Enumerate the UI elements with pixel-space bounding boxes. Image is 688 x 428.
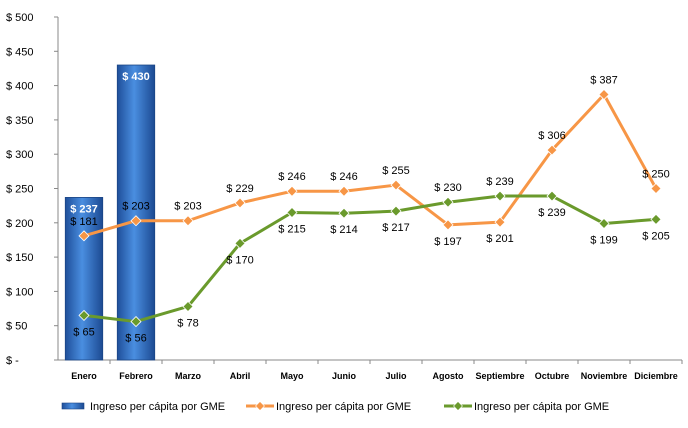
legend-label: Ingreso per cápita por GME — [90, 401, 225, 413]
legend-label: Ingreso per cápita por GME — [276, 401, 411, 413]
line-data-label: $ 230 — [434, 182, 462, 194]
line-data-label: $ 214 — [330, 224, 358, 236]
data-point — [338, 207, 350, 219]
line-data-label: $ 78 — [177, 317, 198, 329]
y-tick-label: $ 200 — [6, 218, 34, 230]
data-point — [650, 182, 662, 195]
line-data-label: $ 239 — [486, 176, 514, 188]
y-tick-label: $ 450 — [6, 46, 34, 58]
line-data-label: $ 250 — [642, 169, 670, 181]
axes: $ - $ 50 $ 100 $ 150 $ 200 $ 250 $ 300 $ 350 $ 4… — [6, 12, 683, 381]
data-point — [546, 190, 558, 202]
series-line — [83, 93, 658, 238]
data-point — [598, 88, 610, 101]
x-tick-label: Abril — [230, 371, 251, 381]
line-data-label: $ 217 — [382, 222, 410, 234]
data-point — [494, 190, 506, 202]
line-data-label: $ 181 — [70, 216, 98, 228]
y-tick-label: $ 50 — [6, 321, 27, 333]
x-tick-label: Mayo — [280, 371, 304, 381]
data-point — [494, 216, 506, 228]
data-point — [338, 185, 350, 197]
data-point — [442, 219, 454, 231]
y-tick-label: $ - — [6, 355, 19, 367]
data-point — [234, 197, 246, 209]
x-tick-label: Febrero — [119, 371, 153, 381]
data-point — [78, 309, 90, 321]
line-data-label: $ 203 — [122, 201, 150, 213]
line-series — [78, 88, 662, 328]
y-tick-label: $ 100 — [6, 286, 34, 298]
line-data-label: $ 387 — [590, 75, 618, 87]
x-tick-label: Octubre — [535, 371, 570, 381]
x-tick-label: Junio — [332, 371, 357, 381]
x-tick-label: Enero — [71, 371, 97, 381]
legend-swatch-marker — [255, 401, 265, 411]
data-point — [442, 196, 454, 208]
y-tick-label: $ 350 — [6, 115, 34, 127]
line-data-label: $ 65 — [73, 326, 94, 338]
data-point — [286, 206, 298, 219]
data-point — [130, 316, 142, 328]
x-tick-label: Diciembre — [634, 371, 678, 381]
data-point — [598, 217, 610, 230]
data-point — [650, 213, 662, 225]
line-data-label: $ 229 — [226, 183, 254, 195]
bar-data-label: $ 430 — [122, 71, 150, 83]
line-data-label: $ 306 — [538, 130, 566, 142]
series-line — [83, 194, 657, 324]
x-tick-label: Marzo — [175, 371, 202, 381]
line-data-label: $ 56 — [125, 333, 146, 345]
line-data-label: $ 215 — [278, 224, 306, 236]
data-point — [130, 215, 142, 227]
line-data-label: $ 197 — [434, 236, 462, 248]
y-tick-label: $ 300 — [6, 149, 34, 161]
data-point — [546, 144, 558, 156]
legend-swatch-marker — [453, 401, 463, 411]
line-data-label: $ 201 — [486, 233, 514, 245]
x-tick-label: Agosto — [433, 371, 464, 381]
x-tick-label: Septiembre — [475, 371, 524, 381]
legend-swatch — [61, 402, 85, 410]
bar-data-label: $ 237 — [70, 203, 98, 215]
data-point — [182, 215, 194, 227]
line-data-label: $ 170 — [226, 254, 254, 266]
x-tick-label: Noviembre — [581, 371, 628, 381]
line-data-label: $ 205 — [642, 230, 670, 242]
data-point — [78, 230, 90, 242]
data-point — [390, 179, 402, 191]
y-tick-label: $ 250 — [6, 184, 34, 196]
line-data-label: $ 246 — [330, 171, 358, 183]
x-tick-label: Julio — [385, 371, 407, 381]
legend-label: Ingreso per cápita por GME — [474, 401, 609, 413]
data-point — [182, 300, 194, 313]
bar-series — [64, 64, 156, 361]
data-point — [390, 205, 402, 217]
y-tick-label: $ 400 — [6, 81, 34, 93]
data-point — [286, 185, 298, 197]
bar — [116, 64, 156, 361]
y-tick-label: $ 150 — [6, 252, 34, 264]
line-data-label: $ 199 — [590, 234, 618, 246]
bar — [64, 197, 104, 361]
line-data-label: $ 246 — [278, 171, 306, 183]
line-data-label: $ 255 — [382, 165, 410, 177]
data-point — [234, 237, 246, 249]
legend: Ingreso per cápita por GME Ingreso per cá… — [61, 401, 609, 413]
line-data-label: $ 239 — [538, 207, 566, 219]
data-labels: $ 237 $ 430 $ 181 $ 65 $ 203 $ 56 $ 203 $ 78 $ 2… — [70, 71, 670, 345]
y-tick-label: $ 500 — [6, 12, 34, 24]
line-data-label: $ 203 — [174, 201, 202, 213]
